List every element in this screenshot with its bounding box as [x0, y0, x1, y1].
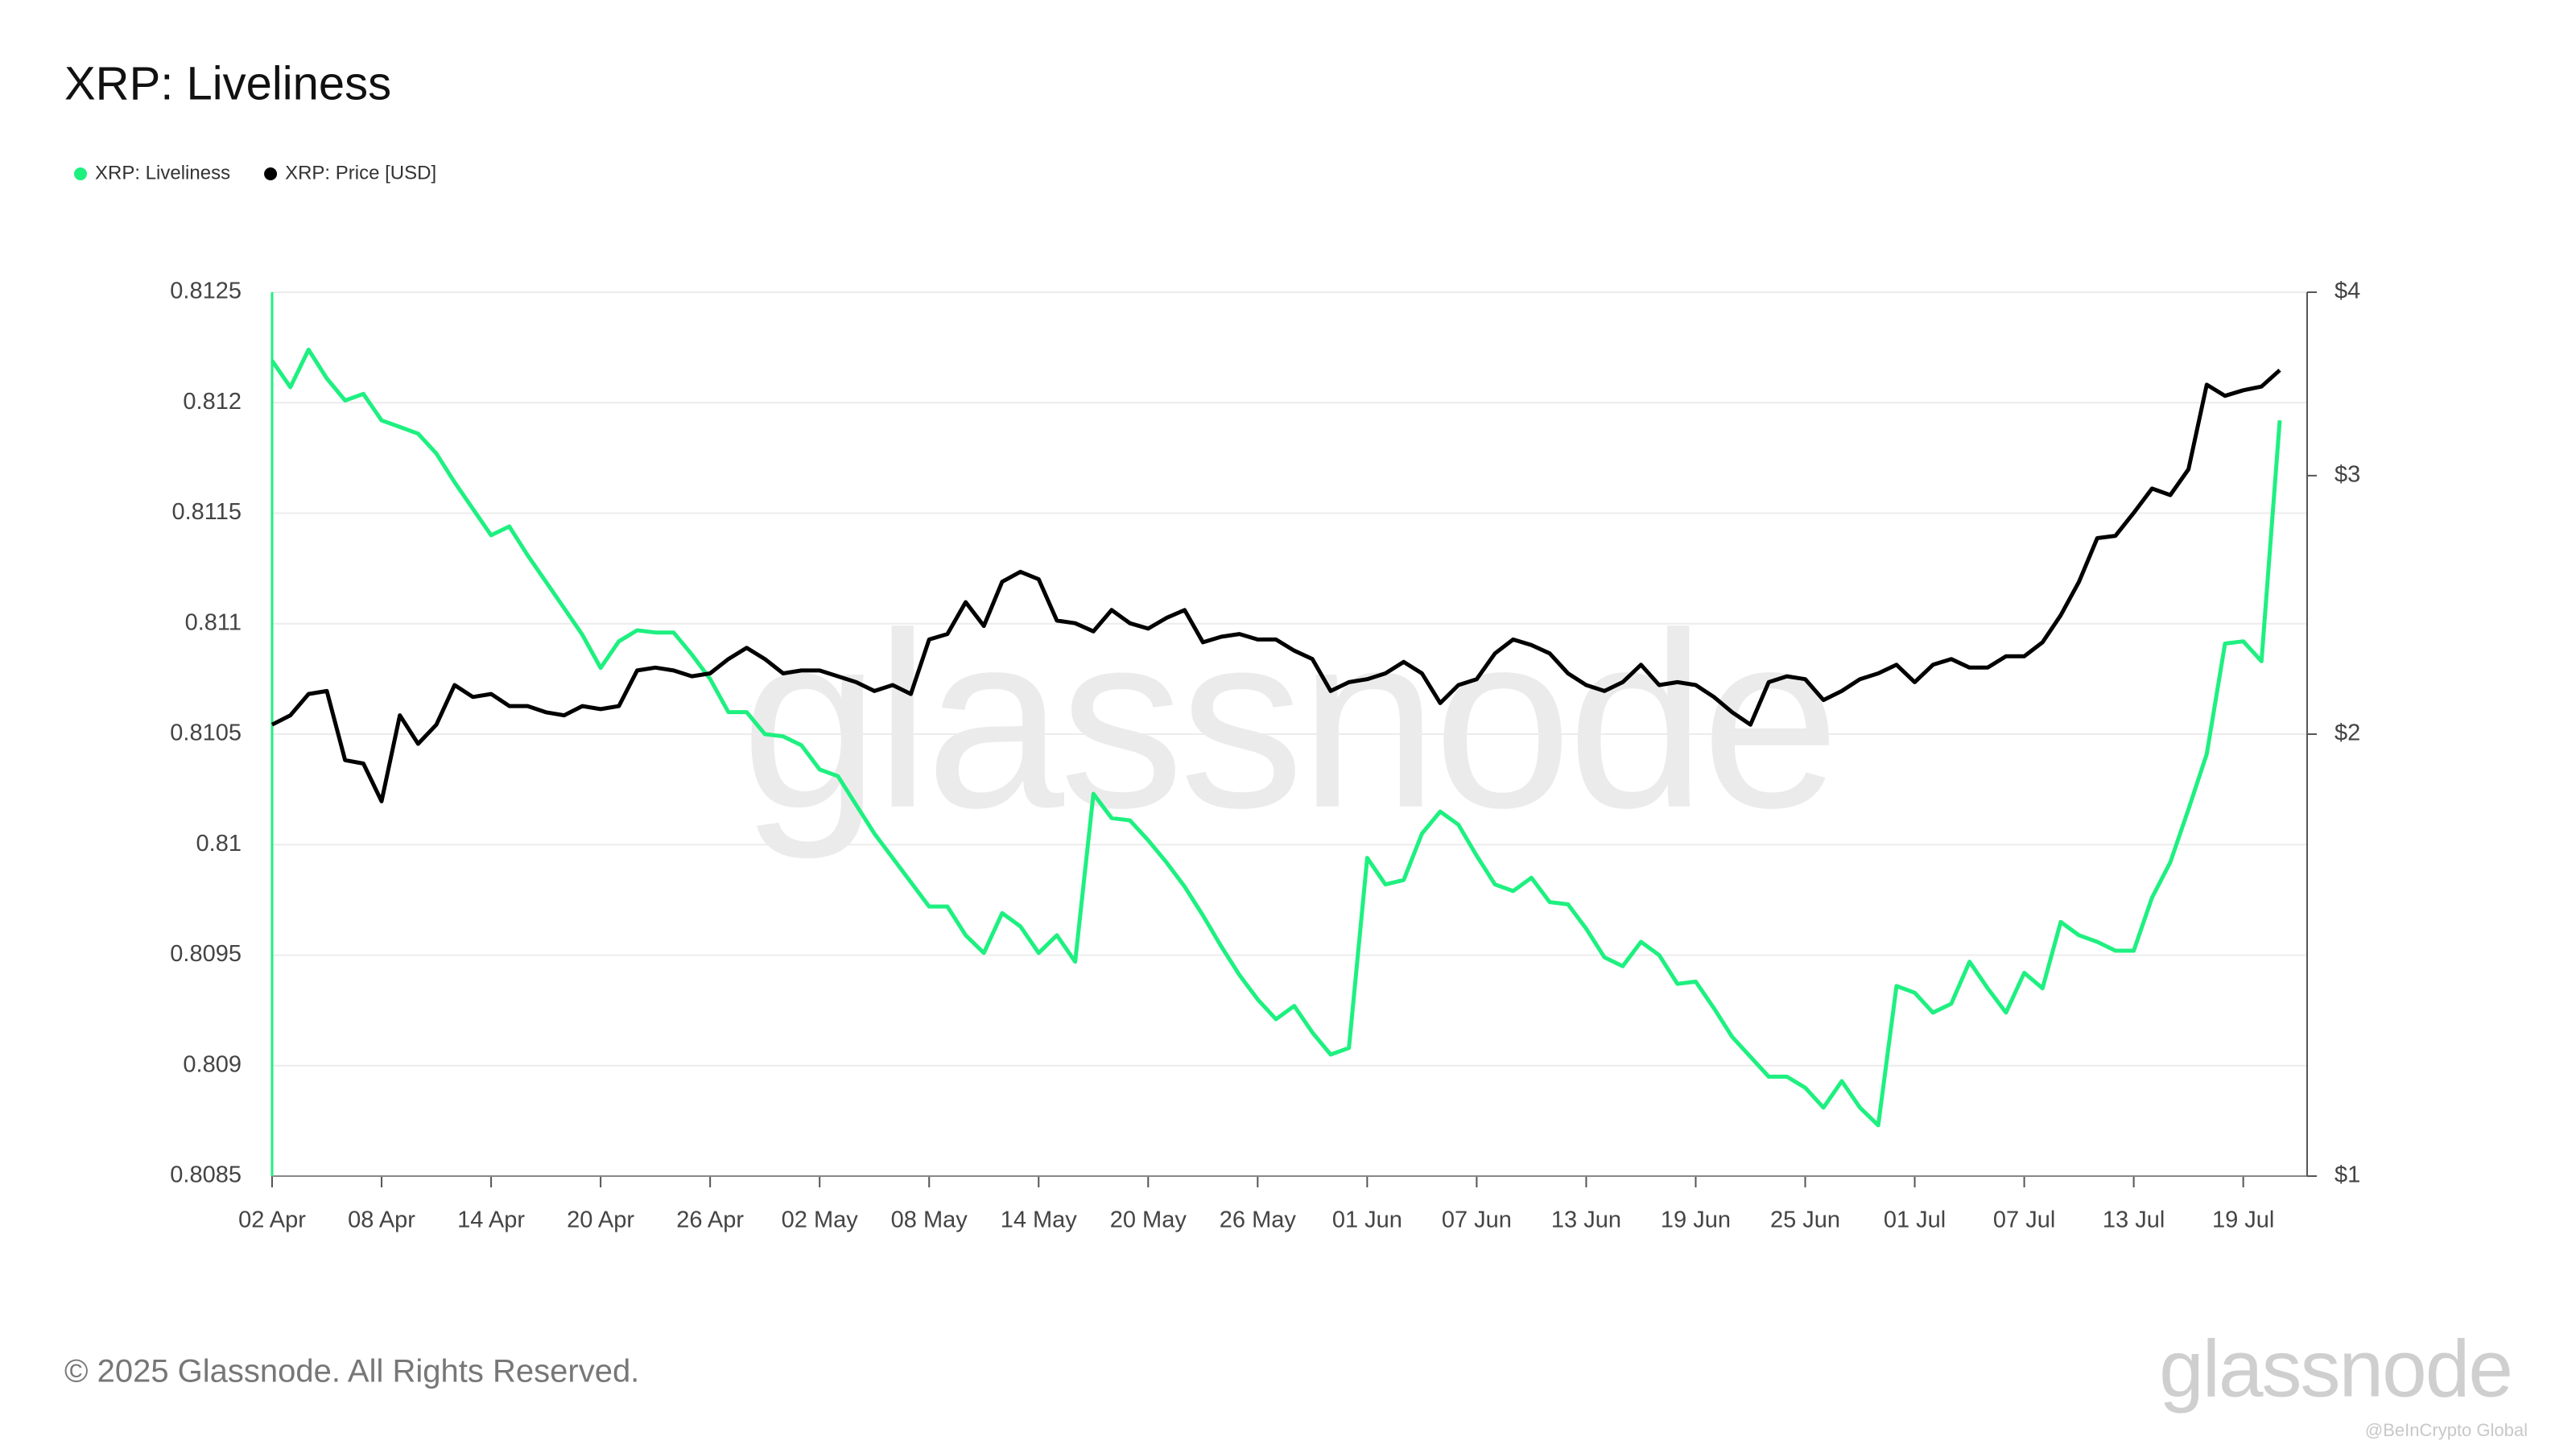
footer: © 2025 Glassnode. All Rights Reserved.: [64, 1354, 639, 1389]
x-tick-label: 19 Jun: [1661, 1208, 1731, 1233]
y-tick-label: 0.8085: [170, 1162, 242, 1188]
x-tick-label: 07 Jun: [1442, 1208, 1512, 1233]
y2-tick-label: $4: [2334, 279, 2360, 304]
x-tick-label: 02 May: [782, 1208, 859, 1233]
x-tick-label: 01 Jul: [1884, 1208, 1946, 1233]
y-tick-label: 0.8115: [171, 499, 242, 525]
y-tick-label: 0.81: [196, 831, 242, 857]
x-tick-label: 14 May: [1001, 1208, 1078, 1233]
legend-marker: [74, 167, 87, 180]
legend-marker: [264, 167, 278, 180]
y-tick-label: 0.8105: [170, 720, 242, 746]
legend-label: XRP: Price [USD]: [285, 162, 436, 184]
credit: @BeInCrypto Global: [2365, 1420, 2528, 1440]
x-tick-label: 20 Apr: [567, 1208, 634, 1233]
y-tick-label: 0.812: [183, 389, 242, 415]
y2-tick-label: $1: [2334, 1162, 2360, 1188]
x-tick-label: 08 May: [891, 1208, 968, 1233]
x-tick-label: 07 Jul: [1993, 1208, 2055, 1233]
x-tick-label: 14 Apr: [457, 1208, 525, 1233]
x-tick-label: 13 Jun: [1551, 1208, 1621, 1233]
watermark: glassnode: [741, 580, 1835, 861]
logo: glassnode: [2159, 1323, 2512, 1414]
y2-tick-label: $2: [2334, 720, 2360, 746]
y2-tick-label: $3: [2334, 462, 2360, 488]
y-tick-label: 0.811: [185, 609, 242, 635]
y-tick-label: 0.8095: [170, 941, 242, 967]
x-tick-label: 26 Apr: [676, 1208, 744, 1233]
legend-label: XRP: Liveliness: [95, 162, 230, 184]
series-line: [270, 347, 2282, 1128]
chart-title: XRP: Liveliness: [64, 57, 391, 109]
series-line: [270, 368, 2281, 803]
y-tick-label: 0.8125: [170, 279, 242, 304]
x-tick-label: 01 Jun: [1332, 1208, 1402, 1233]
x-tick-label: 19 Jul: [2212, 1208, 2274, 1233]
x-tick-label: 25 Jun: [1770, 1208, 1840, 1233]
x-tick-label: 20 May: [1110, 1208, 1187, 1233]
x-tick-label: 08 Apr: [348, 1208, 415, 1233]
x-tick-label: 26 May: [1220, 1208, 1297, 1233]
y-tick-label: 0.809: [183, 1051, 242, 1077]
x-tick-label: 02 Apr: [238, 1208, 306, 1233]
x-tick-label: 13 Jul: [2103, 1208, 2165, 1233]
